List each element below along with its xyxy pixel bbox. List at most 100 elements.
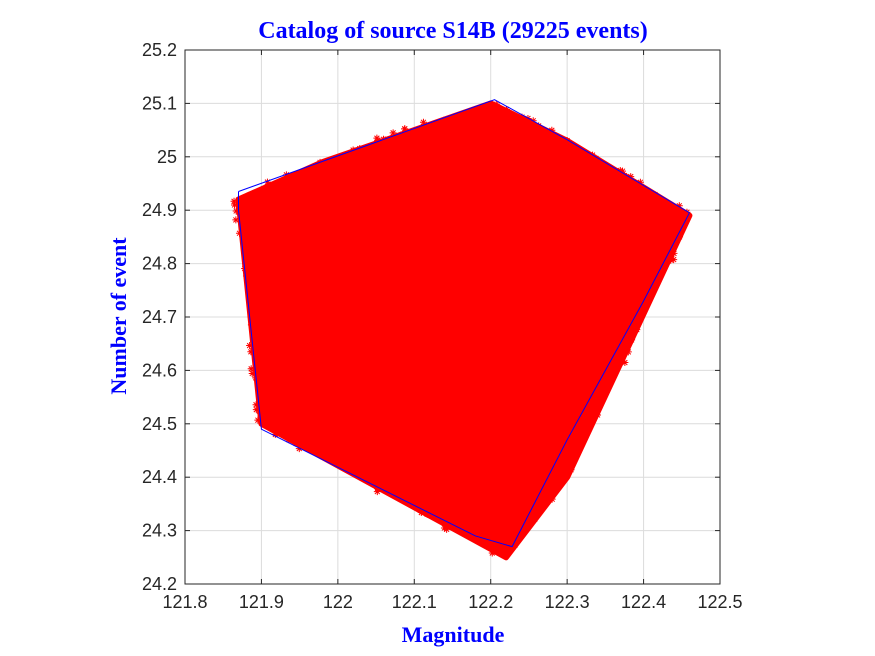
scatter-point: [339, 458, 347, 466]
scatter-point: [510, 325, 518, 333]
scatter-point: [278, 281, 286, 289]
scatter-point: [579, 402, 587, 410]
scatter-point: [609, 333, 617, 341]
scatter-point: [670, 249, 678, 257]
scatter-point: [483, 237, 491, 245]
scatter-point: [263, 315, 271, 323]
hull-line: [238, 99, 691, 548]
scatter-point: [603, 170, 611, 178]
scatter-point: [358, 248, 366, 256]
scatter-point: [474, 285, 482, 293]
scatter-point: [386, 443, 394, 451]
scatter-point: [303, 227, 311, 235]
scatter-point: [432, 236, 440, 244]
scatter-point: [247, 321, 255, 329]
scatter-point: [489, 175, 497, 183]
scatter-point: [339, 172, 347, 180]
scatter-point: [542, 359, 550, 367]
scatter-point: [517, 164, 525, 172]
scatter-point: [496, 265, 504, 273]
scatter-point: [361, 462, 369, 470]
scatter-point: [475, 218, 483, 226]
scatter-point: [555, 150, 563, 158]
scatter-point: [455, 372, 463, 380]
scatter-point: [325, 273, 333, 281]
scatter-point: [540, 382, 548, 390]
scatter-point: [617, 194, 625, 202]
scatter-point: [439, 238, 447, 246]
scatter-point: [620, 321, 628, 329]
x-tick-label: 122.4: [621, 592, 666, 612]
scatter-point: [527, 315, 535, 323]
scatter-point: [531, 515, 539, 523]
scatter-point: [482, 448, 490, 456]
scatter-point: [327, 188, 335, 196]
scatter-point: [396, 406, 404, 414]
scatter-point: [383, 441, 391, 449]
scatter-point: [512, 521, 520, 529]
scatter-point: [568, 401, 576, 409]
scatter-point: [525, 279, 533, 287]
scatter-point: [396, 300, 404, 308]
scatter-point: [335, 355, 343, 363]
scatter-point: [365, 377, 373, 385]
scatter-point: [423, 510, 431, 518]
scatter-point: [549, 266, 557, 274]
scatter-point: [549, 393, 557, 401]
scatter-point: [558, 236, 566, 244]
scatter-point: [372, 335, 380, 343]
scatter-point: [572, 448, 580, 456]
scatter-point: [371, 430, 379, 438]
scatter-point: [332, 318, 340, 326]
scatter-point: [409, 278, 417, 286]
scatter-point: [276, 322, 284, 330]
scatter-point: [551, 448, 559, 456]
scatter-point: [643, 261, 651, 269]
scatter-point: [400, 248, 408, 256]
scatter-point: [532, 259, 540, 267]
scatter-point: [351, 349, 359, 357]
scatter-point: [619, 352, 627, 360]
scatter-point: [347, 335, 355, 343]
scatter-point: [563, 406, 571, 414]
scatter-point: [494, 472, 502, 480]
scatter-point: [401, 163, 409, 171]
scatter-point: [432, 193, 440, 201]
scatter-point: [271, 318, 279, 326]
scatter-point: [667, 256, 675, 264]
scatter-point: [576, 271, 584, 279]
scatter-point: [248, 307, 256, 315]
scatter-point: [628, 268, 636, 276]
scatter-point: [452, 485, 460, 493]
scatter-point: [309, 361, 317, 369]
scatter-point: [524, 486, 532, 494]
scatter-point: [423, 264, 431, 272]
scatter-point: [520, 371, 528, 379]
scatter-point: [468, 285, 476, 293]
scatter-point: [519, 307, 527, 315]
scatter-point: [455, 130, 463, 138]
scatter-point: [626, 219, 634, 227]
scatter-point: [334, 347, 342, 355]
scatter-point: [379, 237, 387, 245]
scatter-point: [373, 488, 381, 496]
scatter-point: [463, 326, 471, 334]
scatter-point: [477, 300, 485, 308]
scatter-point: [506, 249, 514, 257]
scatter-point: [576, 156, 584, 164]
scatter-point: [398, 206, 406, 214]
scatter-point: [516, 409, 524, 417]
scatter-point: [509, 313, 517, 321]
scatter-point: [641, 226, 649, 234]
scatter-point: [428, 495, 436, 503]
scatter-point: [527, 295, 535, 303]
scatter-point: [458, 520, 466, 528]
scatter-point: [333, 194, 341, 202]
scatter-point: [368, 440, 376, 448]
scatter-point: [527, 365, 535, 373]
scatter-point: [542, 242, 550, 250]
scatter-point: [610, 348, 618, 356]
scatter-point: [431, 243, 439, 251]
scatter-point: [437, 487, 445, 495]
